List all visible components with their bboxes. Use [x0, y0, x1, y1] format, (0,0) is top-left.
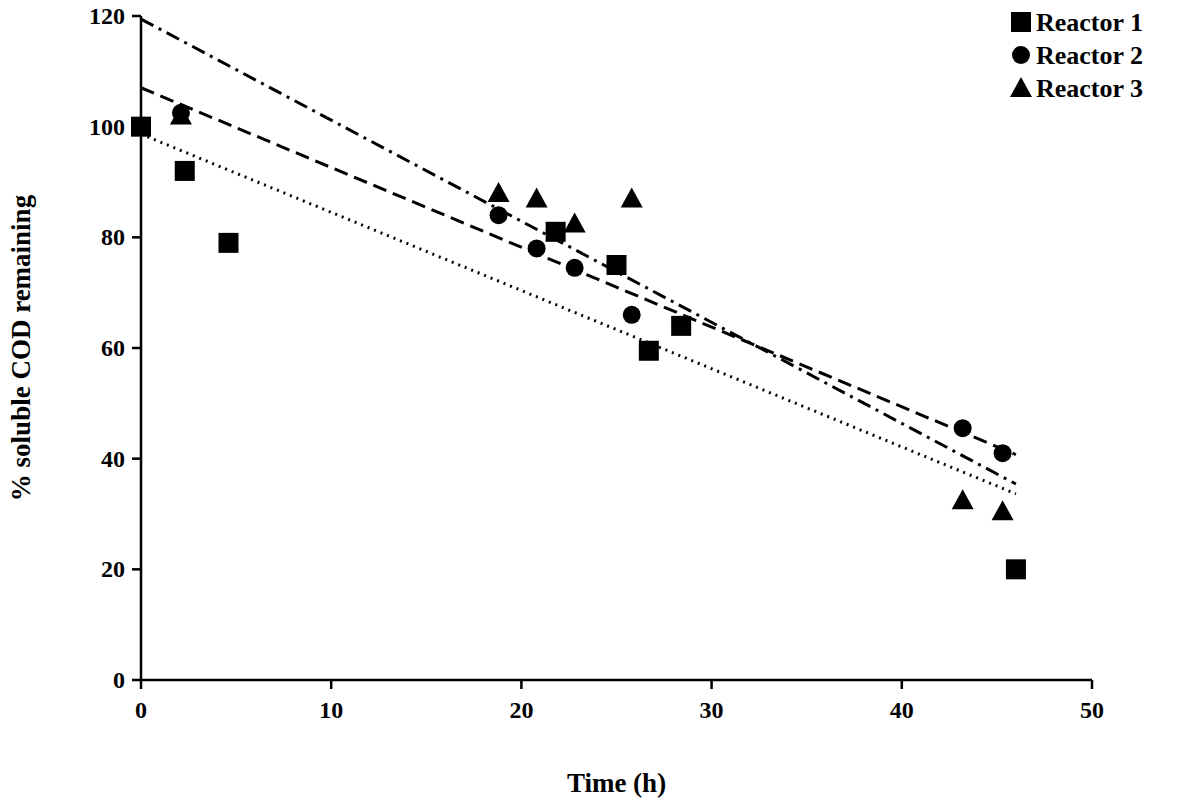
point: [490, 206, 508, 224]
legend-label: Reactor 1: [1036, 8, 1143, 37]
y-tick: [132, 568, 141, 571]
x-tick-label: 20: [509, 697, 533, 723]
point: [546, 222, 566, 242]
trend-line: [141, 19, 1016, 484]
point: [526, 188, 548, 208]
legend-label: Reactor 3: [1036, 74, 1143, 103]
point: [170, 105, 192, 125]
y-axis-label: % soluble COD remaining: [6, 194, 36, 501]
x-tick: [520, 680, 523, 689]
trend-line: [141, 88, 1016, 455]
y-tick-label: 20: [101, 556, 125, 582]
point: [488, 182, 510, 202]
point: [954, 419, 972, 437]
x-tick: [1091, 680, 1094, 689]
y-tick-label: 0: [113, 667, 125, 693]
point: [566, 259, 584, 277]
x-tick-label: 40: [890, 697, 914, 723]
point: [952, 489, 974, 509]
point: [1006, 559, 1026, 579]
point: [671, 316, 691, 336]
x-tick-label: 0: [135, 697, 147, 723]
point: [175, 161, 195, 181]
point: [218, 233, 238, 253]
legend-marker: [1011, 12, 1031, 32]
plot-area: [131, 19, 1026, 579]
point: [607, 255, 627, 275]
point: [623, 306, 641, 324]
point: [992, 500, 1014, 520]
x-tick: [901, 680, 904, 689]
x-axis-label: Time (h): [567, 768, 666, 798]
trend-line: [141, 134, 1016, 494]
point: [639, 341, 659, 361]
y-tick: [132, 679, 141, 682]
x-tick-label: 50: [1080, 697, 1104, 723]
x-tick: [710, 680, 713, 689]
y-tick: [132, 15, 141, 18]
point: [621, 188, 643, 208]
x-tick-label: 10: [319, 697, 343, 723]
y-tick-label: 60: [101, 335, 125, 361]
legend-marker: [1012, 46, 1030, 64]
point: [528, 239, 546, 257]
point: [564, 213, 586, 233]
legend: Reactor 1 Reactor 2 Reactor 3: [1010, 8, 1143, 103]
point: [994, 444, 1012, 462]
y-tick-label: 120: [89, 3, 125, 29]
y-tick-label: 100: [89, 114, 125, 140]
legend-label: Reactor 2: [1036, 41, 1143, 70]
x-tick-label: 30: [700, 697, 724, 723]
x-tick: [330, 680, 333, 689]
y-tick-label: 80: [101, 224, 125, 250]
legend-marker: [1010, 77, 1032, 97]
chart: 0 20 40 60 80 100 120 0 10 20 30 40 50 Time (h) % solu…: [0, 0, 1200, 808]
y-tick: [132, 236, 141, 239]
x-tick: [140, 680, 143, 689]
point: [131, 117, 151, 137]
y-tick-label: 40: [101, 446, 125, 472]
y-tick: [132, 347, 141, 350]
x-axis: [141, 679, 1092, 682]
y-tick: [132, 457, 141, 460]
